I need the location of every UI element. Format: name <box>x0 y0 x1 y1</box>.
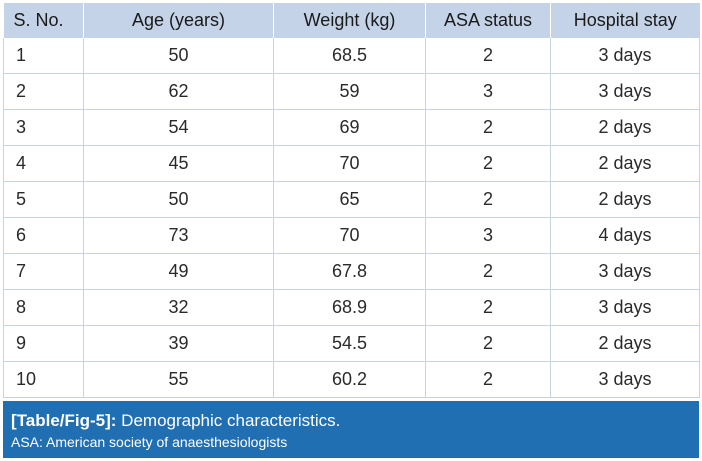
cell-weight: 67.8 <box>273 253 426 290</box>
cell-asa-status: 2 <box>425 325 551 362</box>
table-row: 1 50 68.5 2 3 days <box>3 38 700 74</box>
cell-serial-number: 4 <box>3 145 84 182</box>
cell-age: 54 <box>83 109 274 146</box>
table-row: 6 73 70 3 4 days <box>3 217 700 254</box>
table-header-row: S. No. Age (years) Weight (kg) ASA statu… <box>3 3 700 38</box>
cell-hospital-stay: 3 days <box>550 253 700 290</box>
cell-weight: 59 <box>273 73 426 110</box>
cell-hospital-stay: 3 days <box>550 38 700 74</box>
table-row: 3 54 69 2 2 days <box>3 109 700 146</box>
cell-hospital-stay: 3 days <box>550 361 700 398</box>
cell-age: 73 <box>83 217 274 254</box>
cell-weight: 54.5 <box>273 325 426 362</box>
cell-serial-number: 6 <box>3 217 84 254</box>
cell-age: 62 <box>83 73 274 110</box>
column-header-age: Age (years) <box>83 3 274 38</box>
table-row: 5 50 65 2 2 days <box>3 181 700 218</box>
cell-hospital-stay: 3 days <box>550 289 700 326</box>
demographic-table: S. No. Age (years) Weight (kg) ASA statu… <box>3 3 700 398</box>
cell-hospital-stay: 2 days <box>550 109 700 146</box>
cell-age: 50 <box>83 38 274 74</box>
cell-asa-status: 2 <box>425 145 551 182</box>
cell-serial-number: 2 <box>3 73 84 110</box>
cell-asa-status: 2 <box>425 38 551 74</box>
column-header-serial-number: S. No. <box>3 3 84 38</box>
cell-serial-number: 3 <box>3 109 84 146</box>
cell-asa-status: 3 <box>425 73 551 110</box>
cell-hospital-stay: 4 days <box>550 217 700 254</box>
cell-serial-number: 1 <box>3 38 84 74</box>
table-row: 9 39 54.5 2 2 days <box>3 325 700 362</box>
cell-hospital-stay: 3 days <box>550 73 700 110</box>
table-row: 8 32 68.9 2 3 days <box>3 289 700 326</box>
table-row: 10 55 60.2 2 3 days <box>3 361 700 398</box>
cell-age: 55 <box>83 361 274 398</box>
cell-asa-status: 2 <box>425 289 551 326</box>
cell-weight: 65 <box>273 181 426 218</box>
cell-age: 50 <box>83 181 274 218</box>
cell-weight: 60.2 <box>273 361 426 398</box>
caption-figure-tag: [Table/Fig-5]: <box>11 411 117 430</box>
cell-hospital-stay: 2 days <box>550 145 700 182</box>
table-figure: S. No. Age (years) Weight (kg) ASA statu… <box>3 3 700 460</box>
column-header-weight: Weight (kg) <box>273 3 426 38</box>
column-header-hospital-stay: Hospital stay <box>550 3 700 38</box>
cell-weight: 68.9 <box>273 289 426 326</box>
cell-asa-status: 2 <box>425 109 551 146</box>
cell-weight: 70 <box>273 217 426 254</box>
cell-asa-status: 2 <box>425 361 551 398</box>
cell-serial-number: 8 <box>3 289 84 326</box>
table-row: 2 62 59 3 3 days <box>3 73 700 110</box>
cell-age: 39 <box>83 325 274 362</box>
cell-asa-status: 2 <box>425 181 551 218</box>
cell-weight: 69 <box>273 109 426 146</box>
cell-asa-status: 2 <box>425 253 551 290</box>
cell-serial-number: 9 <box>3 325 84 362</box>
cell-serial-number: 7 <box>3 253 84 290</box>
table-row: 7 49 67.8 2 3 days <box>3 253 700 290</box>
cell-asa-status: 3 <box>425 217 551 254</box>
cell-hospital-stay: 2 days <box>550 181 700 218</box>
caption-footnote: ASA: American society of anaesthesiologi… <box>11 434 288 450</box>
cell-serial-number: 10 <box>3 361 84 398</box>
caption-title-line: [Table/Fig-5]: Demographic characteristi… <box>11 410 699 432</box>
table-row: 4 45 70 2 2 days <box>3 145 700 182</box>
cell-age: 49 <box>83 253 274 290</box>
column-header-asa-status: ASA status <box>425 3 551 38</box>
cell-age: 32 <box>83 289 274 326</box>
cell-weight: 70 <box>273 145 426 182</box>
cell-weight: 68.5 <box>273 38 426 74</box>
cell-age: 45 <box>83 145 274 182</box>
cell-serial-number: 5 <box>3 181 84 218</box>
table-caption: [Table/Fig-5]: Demographic characteristi… <box>3 401 699 458</box>
cell-hospital-stay: 2 days <box>550 325 700 362</box>
caption-title: Demographic characteristics. <box>116 411 341 430</box>
